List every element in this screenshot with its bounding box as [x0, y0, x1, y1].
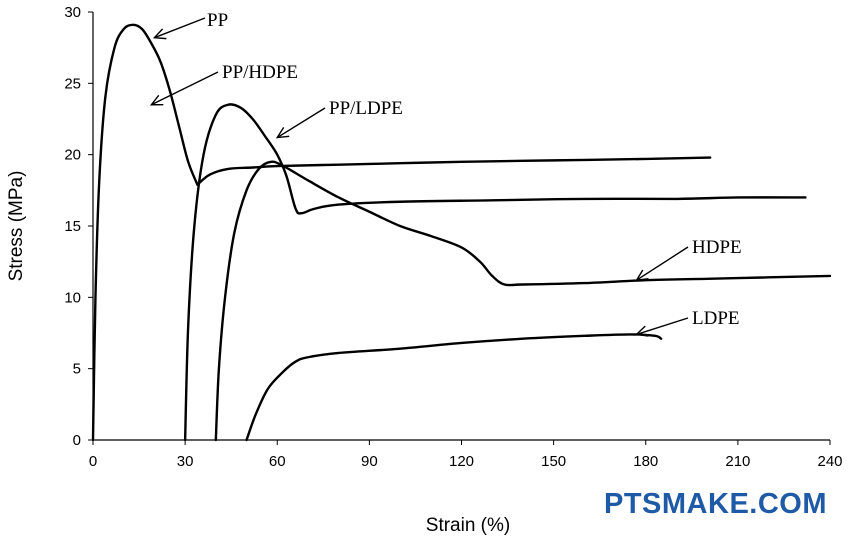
y-tick-label: 0: [73, 432, 81, 449]
series-pp-hdpe-line: [196, 156, 712, 186]
x-tick-label: 0: [89, 453, 97, 470]
annotations: PP PP/HDPE PP/LDPE HDPE LDPE: [149, 10, 742, 337]
x-axis-label: Strain (%): [426, 515, 510, 536]
y-tick-label: 20: [64, 147, 81, 164]
annotation-label-pp: PP: [207, 10, 228, 31]
x-tick-label: 120: [449, 453, 474, 470]
y-axis-label: Stress (MPa): [6, 171, 27, 282]
annotation-arrowhead-hdpe: [635, 269, 649, 282]
annotation-arrow-pp-ldpe: [276, 107, 326, 139]
y-tick-label: 25: [64, 75, 81, 92]
annotation-label-pp-ldpe: PP/LDPE: [329, 98, 403, 119]
series-hdpe-line: [214, 160, 832, 442]
axes: [92, 12, 830, 441]
y-tick-label: 10: [64, 289, 81, 306]
annotation-label-pp-hdpe: PP/HDPE: [222, 62, 298, 83]
x-tick-label: 30: [177, 453, 194, 470]
series-pp-line: [91, 23, 199, 442]
annotation-label-ldpe: LDPE: [692, 308, 740, 329]
series-ldpe-line: [245, 333, 663, 442]
y-tick-label: 30: [64, 4, 81, 21]
y-ticks: 0 5 10 15 20 25 30: [64, 4, 93, 449]
annotation-arrow-pp: [154, 17, 206, 39]
x-tick-label: 180: [633, 453, 658, 470]
annotation-arrow-pp-hdpe: [151, 71, 219, 106]
series-pp-ldpe-line: [183, 103, 807, 442]
annotation-arrowhead-pp-hdpe: [149, 94, 164, 106]
x-tick-label: 90: [361, 453, 378, 470]
annotation-label-hdpe: HDPE: [692, 237, 742, 258]
annotation-arrowhead-ldpe: [635, 325, 649, 337]
annotation-arrowhead-pp-ldpe: [275, 127, 290, 139]
x-tick-label: 210: [725, 453, 750, 470]
curves: [91, 23, 832, 442]
y-tick-label: 15: [64, 218, 81, 235]
annotation-arrowhead-pp: [152, 28, 167, 40]
x-tick-label: 60: [269, 453, 286, 470]
annotation-arrow-hdpe: [636, 246, 689, 281]
y-tick-label: 5: [73, 361, 81, 378]
watermark-logo: PTSMAKE.COM: [604, 488, 827, 520]
annotation-arrow-ldpe: [636, 317, 689, 336]
x-tick-label: 240: [817, 453, 842, 470]
x-tick-label: 150: [541, 453, 566, 470]
x-ticks: 0 30 60 90 120 150 180 210 240: [89, 440, 843, 470]
